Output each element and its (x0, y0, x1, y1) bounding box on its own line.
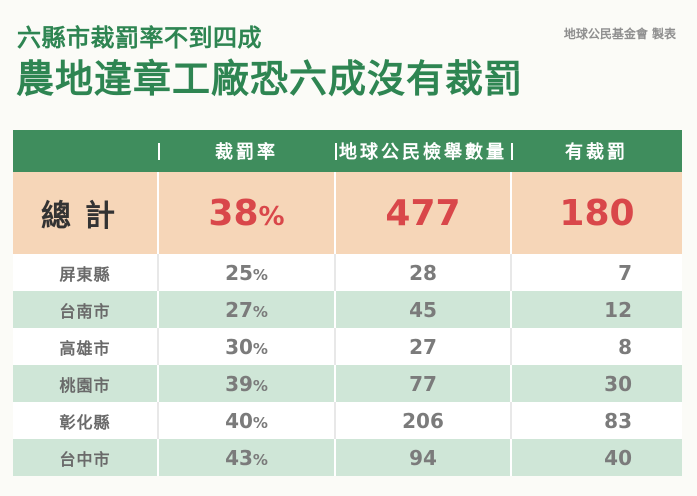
total-row: 總計 38% 477 180 (13, 172, 682, 254)
reports-cell: 45 (334, 291, 511, 328)
county-cell: 高雄市 (13, 328, 158, 365)
percent-sign: % (258, 201, 285, 232)
table-row: 屏東縣 25% 28 7 (13, 254, 682, 291)
penalized-cell: 7 (510, 254, 682, 291)
rate-cell: 40% (157, 402, 335, 439)
total-rate: 38% (157, 172, 335, 254)
rate-cell: 39% (157, 365, 335, 402)
rate-value: 40 (225, 408, 253, 433)
reports-cell: 94 (334, 439, 511, 476)
column-header-penalized: 有裁罰 (511, 130, 682, 172)
rate-value: 27 (225, 297, 253, 322)
total-label: 總計 (13, 172, 158, 254)
table-row: 台南市 27% 45 12 (13, 291, 682, 328)
reports-cell: 206 (334, 402, 511, 439)
county-cell: 屏東縣 (13, 254, 158, 291)
county-cell: 台中市 (13, 439, 158, 476)
rate-value: 39 (225, 371, 253, 396)
penalized-cell: 12 (510, 291, 682, 328)
table-row: 彰化縣 40% 206 83 (13, 402, 682, 439)
rate-cell: 43% (157, 439, 335, 476)
county-cell: 台南市 (13, 291, 158, 328)
rate-value: 43 (225, 445, 253, 470)
county-cell: 桃園市 (13, 365, 158, 402)
column-header-reports: 地球公民檢舉數量 (335, 130, 511, 172)
table-row: 高雄市 30% 27 8 (13, 328, 682, 365)
table-row: 桃園市 39% 77 30 (13, 365, 682, 402)
reports-cell: 77 (334, 365, 511, 402)
penalized-cell: 8 (510, 328, 682, 365)
penalized-cell: 40 (510, 439, 682, 476)
county-cell: 彰化縣 (13, 402, 158, 439)
credit-label: 地球公民基金會 製表 (563, 27, 676, 41)
rate-value: 25 (225, 260, 253, 285)
rate-value: 30 (225, 334, 253, 359)
percent-sign: % (252, 265, 268, 284)
reports-cell: 27 (334, 328, 511, 365)
column-header-county (13, 130, 158, 172)
percent-sign: % (252, 376, 268, 395)
reports-cell: 28 (334, 254, 511, 291)
page-title: 農地違章工廠恐六成沒有裁罰 (16, 57, 524, 101)
rate-cell: 27% (157, 291, 335, 328)
total-reports: 477 (334, 172, 511, 254)
table-header-row: 裁罰率 地球公民檢舉數量 有裁罰 (13, 130, 682, 172)
percent-sign: % (252, 450, 268, 469)
table-row: 台中市 43% 94 40 (13, 439, 682, 476)
penalized-cell: 83 (510, 402, 682, 439)
total-rate-value: 38 (208, 192, 259, 234)
rate-cell: 25% (157, 254, 335, 291)
penalized-cell: 30 (510, 365, 682, 402)
percent-sign: % (252, 413, 268, 432)
penalty-table: 裁罰率 地球公民檢舉數量 有裁罰 總計 38% 477 180 屏東縣 25% 28… (13, 130, 682, 476)
percent-sign: % (252, 302, 268, 321)
column-header-rate: 裁罰率 (158, 130, 335, 172)
percent-sign: % (252, 339, 268, 358)
total-penalized: 180 (510, 172, 682, 254)
rate-cell: 30% (157, 328, 335, 365)
page-subtitle: 六縣市裁罰率不到四成 (17, 24, 262, 52)
